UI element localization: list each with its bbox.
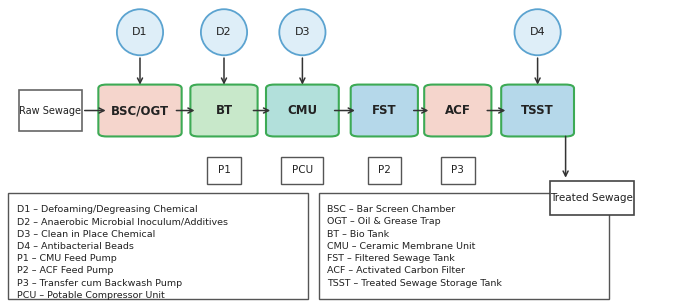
Text: BSC – Bar Screen Chamber: BSC – Bar Screen Chamber [327,205,455,214]
Text: P1 – CMU Feed Pump: P1 – CMU Feed Pump [17,254,116,263]
Text: D3 – Clean in Place Chemical: D3 – Clean in Place Chemical [17,230,155,239]
Ellipse shape [279,9,326,55]
Ellipse shape [201,9,247,55]
FancyBboxPatch shape [266,85,339,136]
Text: P2: P2 [378,165,391,175]
Text: ACF – Activated Carbon Filter: ACF – Activated Carbon Filter [327,266,465,275]
Bar [441,157,475,184]
Text: Treated Sewage: Treated Sewage [550,193,633,203]
Text: PCU: PCU [292,165,313,175]
Text: D3: D3 [295,27,310,37]
Text: D4: D4 [530,27,545,37]
Text: P3: P3 [452,165,464,175]
Text: D2: D2 [216,27,232,37]
FancyBboxPatch shape [351,85,418,136]
Text: BT – Bio Tank: BT – Bio Tank [327,230,389,239]
Bar [8,193,308,299]
Text: PCU – Potable Compressor Unit: PCU – Potable Compressor Unit [17,291,164,300]
Text: D1 – Defoaming/Degreasing Chemical: D1 – Defoaming/Degreasing Chemical [17,205,197,214]
Text: D1: D1 [132,27,148,37]
Text: FST – Filtered Sewage Tank: FST – Filtered Sewage Tank [327,254,455,263]
Bar [207,157,241,184]
Text: BSC/OGT: BSC/OGT [111,104,169,117]
FancyBboxPatch shape [424,85,491,136]
Bar [550,181,634,215]
Text: D4 – Antibacterial Beads: D4 – Antibacterial Beads [17,242,134,251]
Text: P1: P1 [218,165,230,175]
FancyBboxPatch shape [501,85,574,136]
FancyBboxPatch shape [190,85,258,136]
Text: BT: BT [216,104,232,117]
Bar [368,157,401,184]
Ellipse shape [514,9,561,55]
Ellipse shape [117,9,163,55]
Text: Raw Sewage: Raw Sewage [20,106,81,115]
Bar [318,193,609,299]
Bar [19,90,82,131]
Bar [281,157,323,184]
Text: CMU: CMU [287,104,318,117]
Text: P3 – Transfer cum Backwash Pump: P3 – Transfer cum Backwash Pump [17,279,182,288]
Text: FST: FST [372,104,397,117]
Text: TSST – Treated Sewage Storage Tank: TSST – Treated Sewage Storage Tank [327,279,502,288]
Text: ACF: ACF [445,104,470,117]
Text: OGT – Oil & Grease Trap: OGT – Oil & Grease Trap [327,217,440,226]
Text: D2 – Anaerobic Microbial Inoculum/Additives: D2 – Anaerobic Microbial Inoculum/Additi… [17,217,228,226]
Text: CMU – Ceramic Membrane Unit: CMU – Ceramic Membrane Unit [327,242,475,251]
FancyBboxPatch shape [98,85,182,136]
Text: TSST: TSST [522,104,554,117]
Text: P2 – ACF Feed Pump: P2 – ACF Feed Pump [17,266,113,275]
